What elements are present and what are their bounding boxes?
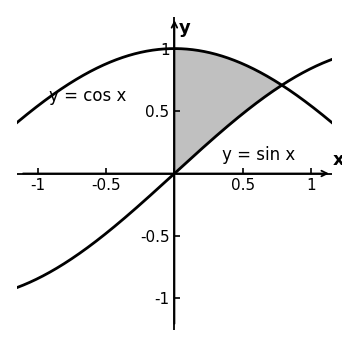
Text: y = cos x: y = cos x [49,87,126,105]
Text: y = sin x: y = sin x [222,146,295,164]
Text: x: x [333,151,342,169]
Text: y: y [179,19,190,36]
